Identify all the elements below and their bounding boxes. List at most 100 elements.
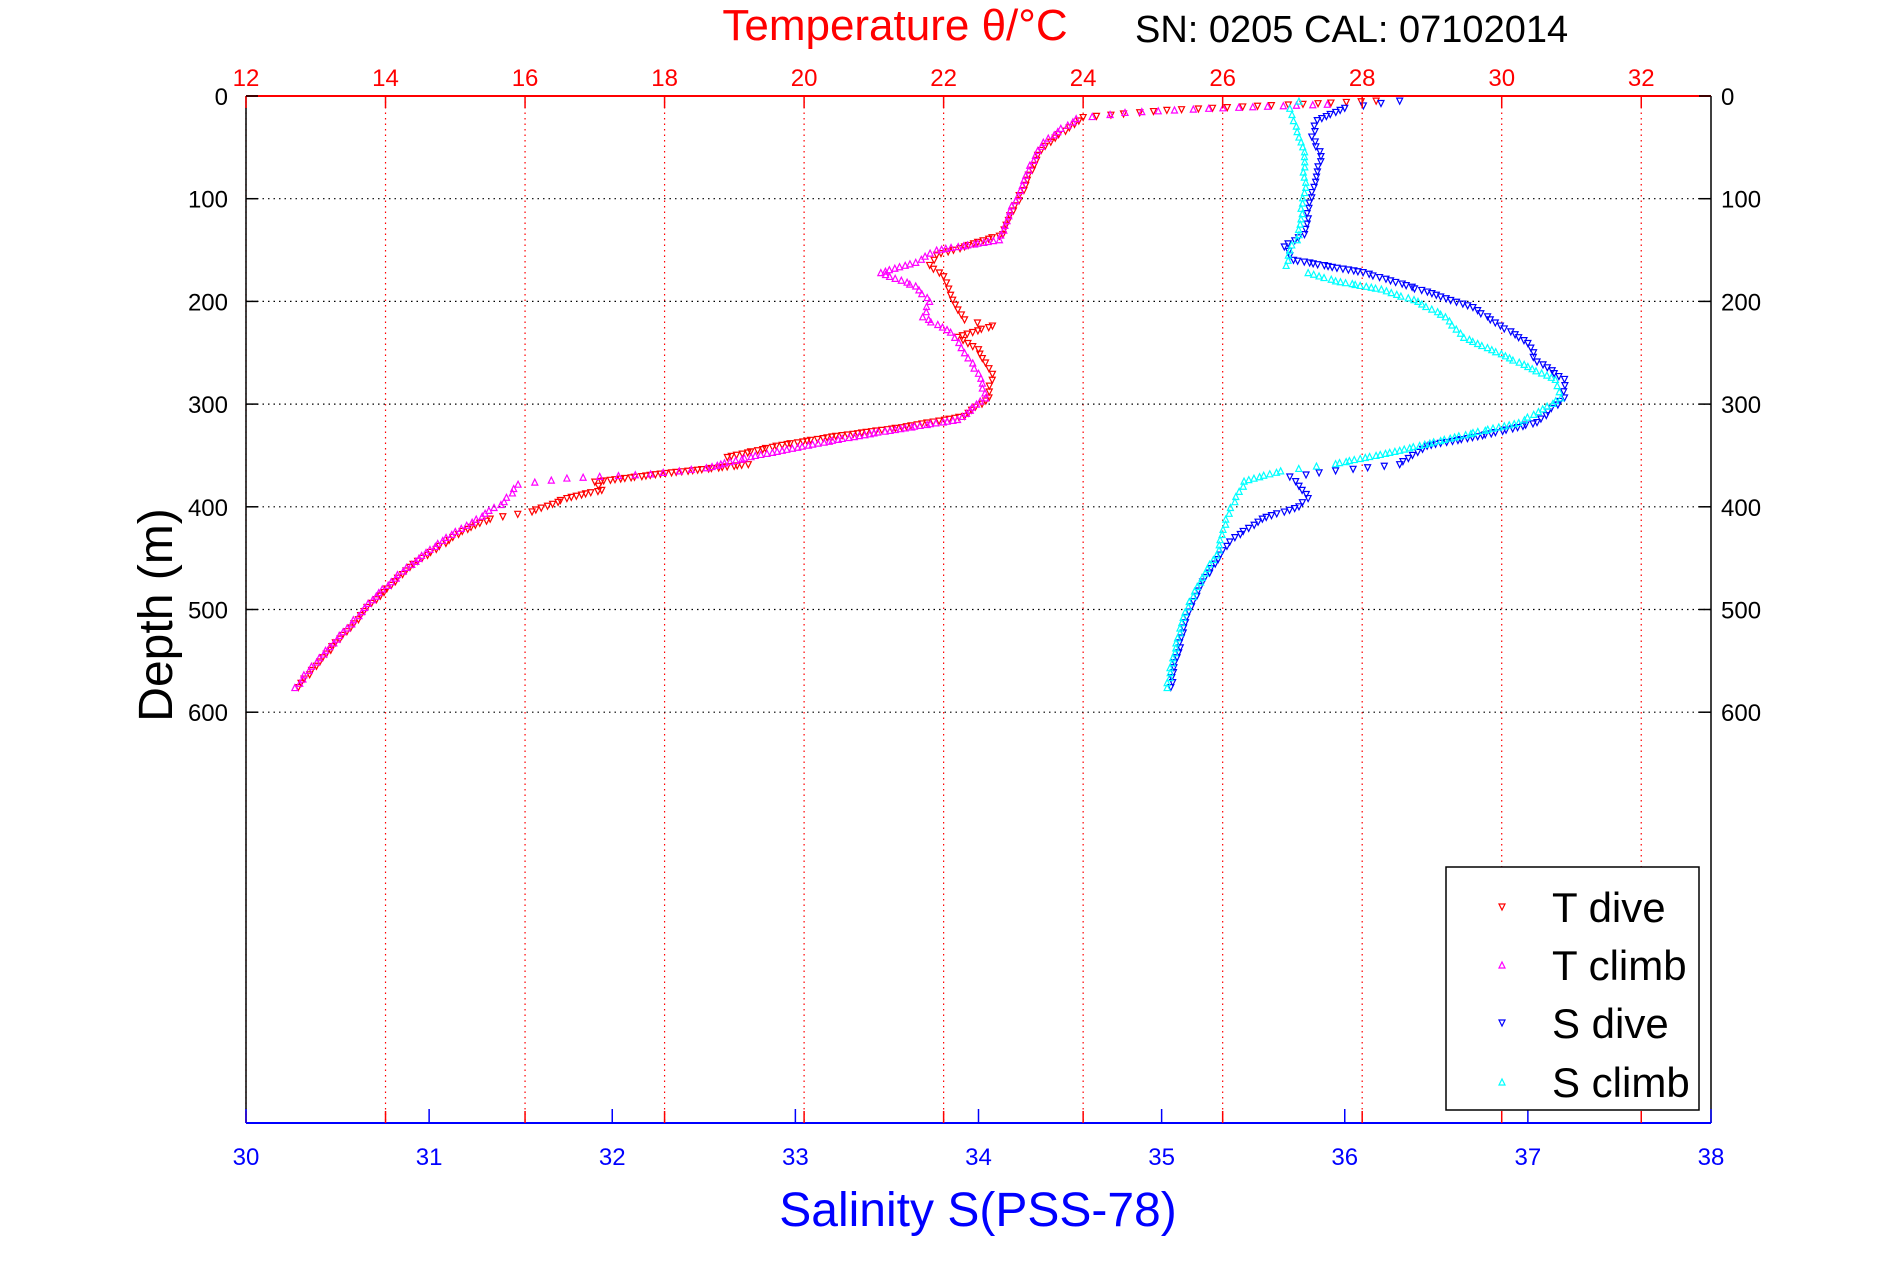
data-point <box>529 509 535 515</box>
data-point <box>1393 279 1399 285</box>
x-axis-label: Salinity S(PSS-78) <box>779 1184 1176 1237</box>
data-point <box>1274 511 1280 517</box>
data-point <box>1257 474 1263 480</box>
data-point <box>1305 496 1311 502</box>
legend: T dive T climb S dive S climb <box>1446 867 1699 1110</box>
data-point <box>917 422 923 428</box>
data-point <box>1267 471 1273 477</box>
series-s-dive <box>1168 98 1568 690</box>
data-point <box>464 522 470 528</box>
data-point <box>1381 463 1387 469</box>
depth-tick-label-left: 0 <box>215 84 228 111</box>
data-point <box>1289 111 1295 117</box>
data-point <box>882 428 888 434</box>
data-point <box>1303 472 1309 478</box>
salinity-tick-label: 31 <box>416 1144 443 1171</box>
data-point <box>1484 345 1490 351</box>
depth-tick-label-right: 100 <box>1721 187 1761 214</box>
data-point <box>1454 299 1460 305</box>
data-point <box>1268 513 1274 519</box>
data-point <box>1316 273 1322 279</box>
depth-tick-label-right: 300 <box>1721 392 1761 419</box>
temp-tick-label: 20 <box>791 65 818 92</box>
data-point <box>1429 306 1435 312</box>
data-point <box>1295 258 1301 264</box>
temp-tick-label: 12 <box>233 65 260 92</box>
ctd-profile-chart: 12 14 16 18 20 22 24 26 28 30 3230 31 32 33 34 35 36 37 38… <box>0 0 1891 1262</box>
temp-tick-label: 24 <box>1070 65 1097 92</box>
legend-label: S dive <box>1552 1000 1669 1047</box>
depth-tick-label-left: 300 <box>188 392 228 419</box>
data-point <box>1377 275 1383 281</box>
data-point <box>940 324 946 330</box>
depth-tick-label-left: 500 <box>188 598 228 625</box>
data-point <box>1290 118 1296 124</box>
data-point <box>1461 334 1467 340</box>
salinity-tick-label: 38 <box>1698 1144 1725 1171</box>
data-point <box>515 511 521 517</box>
data-point <box>815 440 821 446</box>
data-point <box>564 496 570 502</box>
legend-label: T dive <box>1552 884 1666 931</box>
data-point <box>930 266 936 272</box>
data-point <box>1378 101 1384 107</box>
legend-label: T climb <box>1552 942 1687 989</box>
data-point <box>1478 311 1484 317</box>
temp-tick-label: 26 <box>1209 65 1236 92</box>
data-point <box>1296 98 1302 104</box>
data-point <box>1246 477 1252 483</box>
data-point <box>919 291 925 297</box>
data-point <box>1343 280 1349 286</box>
data-point <box>1316 470 1322 476</box>
data-point <box>1388 278 1394 284</box>
data-point <box>1313 463 1319 469</box>
data-point <box>1305 270 1311 276</box>
data-point <box>913 259 919 265</box>
data-point <box>1281 509 1287 515</box>
data-point <box>555 499 561 505</box>
data-point <box>564 475 570 481</box>
data-point <box>1465 303 1471 309</box>
data-point <box>580 474 586 480</box>
series-t-dive <box>295 98 1379 690</box>
data-point <box>1373 285 1379 291</box>
data-point <box>1419 287 1425 293</box>
data-point <box>1534 359 1540 365</box>
data-point <box>500 514 506 520</box>
data-point <box>898 277 904 283</box>
data-point <box>1370 273 1376 279</box>
data-point <box>975 328 981 334</box>
salinity-tick-label: 32 <box>599 1144 626 1171</box>
data-point <box>639 474 645 480</box>
data-point <box>1333 468 1339 474</box>
salinity-tick-label: 33 <box>782 1144 809 1171</box>
temp-tick-label: 28 <box>1349 65 1376 92</box>
data-point <box>1442 314 1448 320</box>
data-point <box>607 477 613 483</box>
data-point <box>1301 232 1307 238</box>
temp-tick-label: 14 <box>372 65 399 92</box>
data-point <box>1287 507 1293 513</box>
data-point <box>892 265 898 271</box>
data-point <box>939 246 945 252</box>
data-point <box>1373 452 1379 458</box>
depth-tick-label-right: 400 <box>1721 495 1761 522</box>
data-point <box>927 298 933 304</box>
data-point <box>1179 107 1185 113</box>
data-point <box>1544 372 1550 378</box>
data-point <box>769 449 775 455</box>
data-point <box>1388 290 1394 296</box>
data-point <box>545 503 551 509</box>
data-point <box>962 317 968 323</box>
data-point <box>1226 510 1232 516</box>
data-point <box>306 668 312 674</box>
data-point <box>1164 107 1170 113</box>
data-point <box>1405 295 1411 301</box>
data-point <box>321 651 327 657</box>
data-point <box>1531 411 1537 417</box>
data-point <box>1383 288 1389 294</box>
data-point <box>1333 109 1339 115</box>
data-point <box>1287 474 1293 480</box>
salinity-tick-label: 37 <box>1515 1144 1542 1171</box>
data-point <box>989 371 995 377</box>
